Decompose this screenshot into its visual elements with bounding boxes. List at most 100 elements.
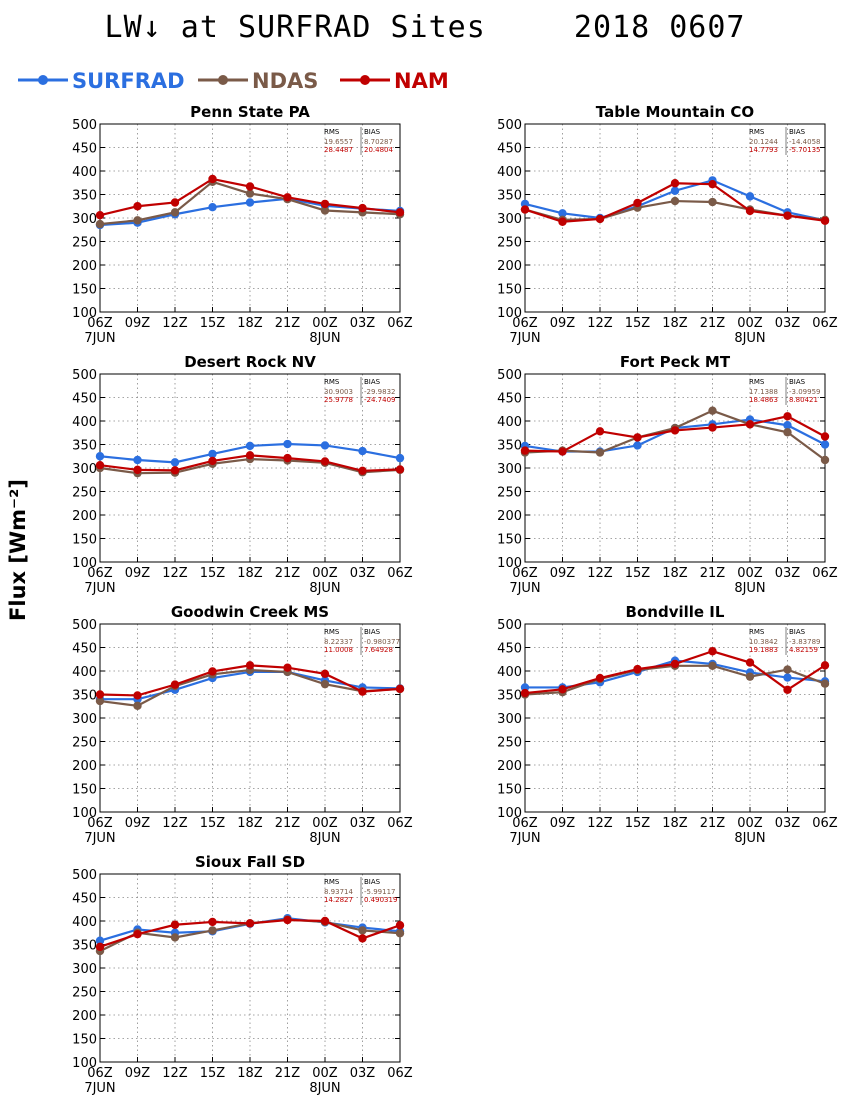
- x-tick-label: 06Z: [87, 566, 113, 581]
- data-point: [95, 690, 105, 699]
- data-point: [95, 210, 105, 220]
- series-surfrad: [95, 439, 405, 467]
- x-tick-label: 06Z: [387, 316, 413, 331]
- data-point: [783, 673, 792, 682]
- data-point: [783, 211, 792, 220]
- data-point: [595, 427, 605, 436]
- stats-rms-value: 19.1883: [749, 646, 778, 654]
- stats-rms-value: 17.1388: [749, 388, 778, 396]
- y-tick-label: 150: [497, 283, 522, 298]
- legend-item-surfrad: SURFRAD: [18, 69, 185, 93]
- series-nam: [520, 179, 830, 226]
- y-tick-label: 500: [72, 868, 97, 883]
- y-tick-label: 500: [497, 118, 522, 133]
- x-tick-label: 12Z: [162, 566, 188, 581]
- data-point: [820, 455, 830, 465]
- x-tick-label: 12Z: [162, 316, 188, 331]
- data-point: [170, 198, 180, 207]
- data-point: [133, 701, 142, 710]
- series-nam: [95, 451, 405, 476]
- stats-header-rms: RMS: [324, 878, 340, 886]
- x-tick-label: 00Z: [312, 1066, 338, 1081]
- data-point: [133, 691, 142, 700]
- x-tick-label: 15Z: [625, 316, 651, 331]
- y-tick-label: 350: [497, 439, 522, 454]
- data-point: [558, 447, 567, 456]
- stats-rms-value: 19.6557: [324, 138, 353, 146]
- data-point: [320, 916, 330, 926]
- data-point: [283, 439, 292, 449]
- legend-label: SURFRAD: [72, 69, 185, 93]
- main-title-date: 2018 0607: [573, 10, 746, 45]
- y-tick-label: 300: [497, 712, 522, 727]
- x-tick-label: 00Z: [312, 316, 338, 331]
- stats-header-bias: BIAS: [789, 378, 806, 386]
- data-point: [395, 929, 405, 938]
- x-tick-label: 00Z: [737, 316, 763, 331]
- panel-title: Penn State PA: [190, 103, 310, 121]
- panel-goodwin-creek-ms: Goodwin Creek MS 100 150 200 250 300 350 400 450…: [72, 603, 413, 846]
- y-tick-label: 200: [497, 509, 522, 524]
- y-tick-label: 150: [72, 533, 97, 548]
- data-point: [358, 203, 367, 213]
- data-point: [595, 214, 605, 224]
- data-point: [95, 942, 105, 952]
- data-point: [358, 687, 367, 696]
- data-point: [283, 663, 292, 672]
- x-tick-label: 12Z: [587, 816, 613, 831]
- x-tick-label: 09Z: [550, 816, 576, 831]
- data-point: [358, 926, 367, 935]
- data-point: [245, 661, 255, 670]
- x-date-label: 7JUN: [509, 831, 540, 846]
- panel-title: Bondville IL: [626, 603, 725, 621]
- panel-fort-peck-mt: Fort Peck MT 100 150 200 250 300 350 400 450 500 0…: [497, 353, 838, 596]
- x-tick-label: 06Z: [812, 816, 838, 831]
- x-tick-label: 06Z: [512, 816, 538, 831]
- y-tick-label: 250: [72, 236, 97, 251]
- stats-bias-value: 7.64928: [364, 646, 393, 654]
- legend-label: NAM: [394, 69, 449, 93]
- x-date-label: 8JUN: [734, 331, 765, 346]
- panel-title: Desert Rock NV: [184, 353, 316, 371]
- stats-bias-value: -24.7409: [364, 396, 395, 404]
- stats-header-rms: RMS: [324, 378, 340, 386]
- y-tick-label: 500: [72, 618, 97, 633]
- data-point: [633, 441, 642, 450]
- data-point: [520, 205, 530, 214]
- x-tick-label: 15Z: [200, 316, 226, 331]
- main-title-left: LW↓ at SURFRAD Sites: [104, 10, 486, 45]
- series-nam: [95, 174, 405, 220]
- x-date-label: 7JUN: [84, 331, 115, 346]
- data-point: [670, 659, 680, 669]
- panel-title: Goodwin Creek MS: [171, 603, 329, 621]
- y-tick-label: 100: [497, 556, 522, 571]
- x-tick-label: 15Z: [200, 566, 226, 581]
- x-tick-label: 21Z: [275, 566, 301, 581]
- x-tick-label: 15Z: [200, 816, 226, 831]
- x-tick-label: 18Z: [662, 316, 688, 331]
- stats-rms-value: 8.93714: [324, 888, 353, 896]
- data-point: [783, 685, 792, 694]
- stats-header-rms: RMS: [324, 628, 340, 636]
- data-point: [283, 915, 292, 925]
- stats-header-bias: BIAS: [364, 128, 381, 136]
- x-tick-label: 21Z: [275, 816, 301, 831]
- data-point: [558, 685, 567, 694]
- data-point: [783, 665, 792, 674]
- x-tick-label: 12Z: [587, 566, 613, 581]
- x-tick-label: 09Z: [125, 816, 151, 831]
- data-point: [358, 466, 367, 476]
- x-tick-label: 06Z: [812, 566, 838, 581]
- series-nam: [520, 412, 830, 456]
- stats-header-bias: BIAS: [789, 128, 806, 136]
- x-tick-label: 00Z: [312, 566, 338, 581]
- data-point: [820, 661, 830, 670]
- y-tick-label: 500: [72, 118, 97, 133]
- y-tick-label: 150: [497, 533, 522, 548]
- x-date-label: 8JUN: [309, 1081, 340, 1096]
- x-date-label: 8JUN: [734, 831, 765, 846]
- data-point: [745, 206, 755, 216]
- x-date-label: 8JUN: [734, 581, 765, 596]
- x-date-label: 7JUN: [84, 1081, 115, 1096]
